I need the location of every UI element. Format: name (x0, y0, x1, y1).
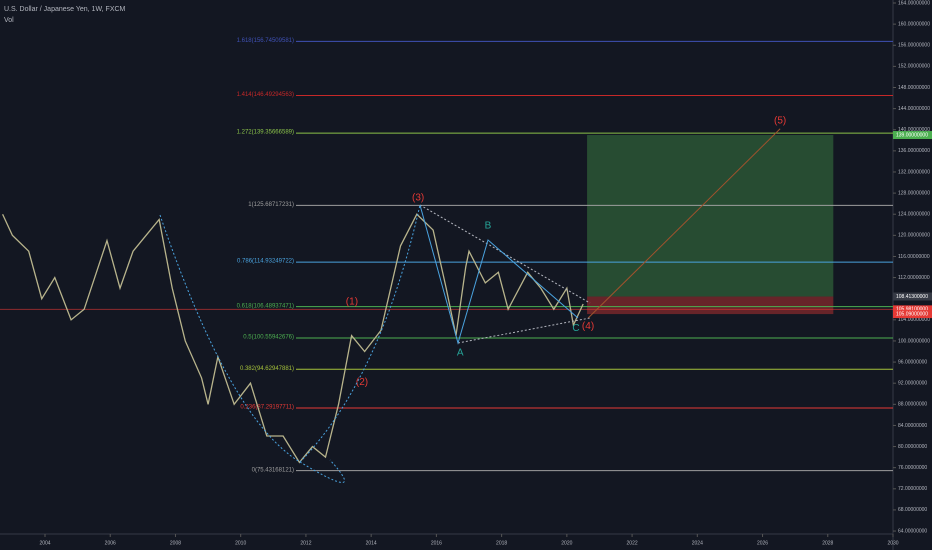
y-tick-label: 132.00000000 (898, 169, 930, 175)
y-tick-label: 136.00000000 (898, 148, 930, 154)
x-tick-label: 2030 (887, 540, 898, 546)
x-tick-label: 2020 (561, 540, 572, 546)
stop-zone (587, 296, 834, 315)
y-tick-label: 84.00000000 (898, 423, 927, 429)
x-tick-label: 2012 (300, 540, 311, 546)
y-tick-label: 104.00000000 (898, 317, 930, 323)
chart-subtitle: Vol (4, 17, 14, 24)
abc-lines (419, 204, 579, 345)
target-zone (587, 135, 834, 297)
fib-label: 0.786(114.93249722) (237, 259, 294, 265)
y-tick-label: 144.00000000 (898, 106, 930, 112)
price-marker (893, 305, 932, 314)
y-tick-label: 148.00000000 (898, 85, 930, 91)
y-tick-label: 124.00000000 (898, 212, 930, 218)
y-tick-label: 68.00000000 (898, 507, 927, 513)
x-tick-label: 2018 (496, 540, 507, 546)
wave-label: B (485, 220, 492, 231)
fib-label: 0.382(94.62947881) (240, 366, 294, 372)
y-tick-label: 112.00000000 (898, 275, 930, 281)
price-marker-label: 105.98100000 (896, 307, 928, 313)
price-line-series (2, 213, 584, 464)
x-tick-label: 2004 (39, 540, 50, 546)
y-tick-label: 152.00000000 (898, 64, 930, 70)
price-marker-label: 108.41300000 (896, 294, 928, 300)
wave-label: (1) (346, 297, 358, 308)
fib-label: 1.414(146.49294563) (237, 92, 294, 98)
y-tick-label: 156.00000000 (898, 43, 930, 49)
chart-title: U.S. Dollar / Japanese Yen, 1W, FXCM (4, 6, 126, 13)
wave-label: (2) (356, 377, 368, 388)
y-tick-label: 72.00000000 (898, 486, 927, 492)
y-tick-label: 164.00000000 (898, 0, 930, 6)
price-marker (893, 310, 932, 319)
y-tick-label: 80.00000000 (898, 444, 927, 450)
rise-curve (299, 204, 421, 463)
y-tick-label: 128.00000000 (898, 190, 930, 196)
fib-label: 0(75.43168121) (252, 467, 294, 473)
x-tick-label: 2024 (692, 540, 703, 546)
y-tick-label: 88.00000000 (898, 402, 927, 408)
y-tick-label: 64.00000000 (898, 528, 927, 534)
fib-label: 1.272(139.35666589) (237, 130, 294, 136)
y-tick-label: 92.00000000 (898, 381, 927, 387)
price-marker-label: 139.00000000 (896, 132, 928, 138)
x-tick-label: 2028 (822, 540, 833, 546)
plot-area: 1.618(156.74509581) 1.414(146.49294563) 1.… (0, 38, 893, 473)
wave-label: (4) (582, 321, 594, 332)
fib-label: 0.236(87.29197711) (240, 405, 294, 411)
x-tick-label: 2022 (627, 540, 638, 546)
wave-label: (3) (412, 192, 424, 203)
x-tick-label: 2016 (431, 540, 442, 546)
y-tick-label: 96.00000000 (898, 359, 927, 365)
wave-label: (5) (774, 115, 786, 126)
triangle-lines (419, 204, 591, 344)
x-tick-label: 2010 (235, 540, 246, 546)
wave-label: C (572, 323, 579, 334)
projection-line (587, 128, 781, 319)
y-tick-label: 160.00000000 (898, 21, 930, 27)
wave-label: A (457, 348, 464, 359)
y-tick-label: 100.00000000 (898, 338, 930, 344)
x-tick-label: 2026 (757, 540, 768, 546)
fib-label: 0.5(100.55942676) (243, 335, 294, 341)
fib-label: 1(125.68717231) (248, 202, 294, 208)
fib-label: 0.618(106.48937471) (237, 303, 294, 309)
x-tick-label: 2008 (170, 540, 181, 546)
x-tick-label: 2014 (366, 540, 377, 546)
price-marker (893, 292, 932, 301)
price-marker (893, 131, 932, 140)
y-tick-label: 120.00000000 (898, 233, 930, 239)
x-tick-label: 2006 (105, 540, 116, 546)
y-tick-label: 140.00000000 (898, 127, 930, 133)
y-tick-label: 116.00000000 (898, 254, 930, 260)
fib-label: 1.618(156.74509581) (237, 38, 294, 44)
cup-curve (159, 214, 346, 483)
price-marker-label: 105.09000000 (896, 311, 928, 317)
y-tick-label: 76.00000000 (898, 465, 927, 471)
